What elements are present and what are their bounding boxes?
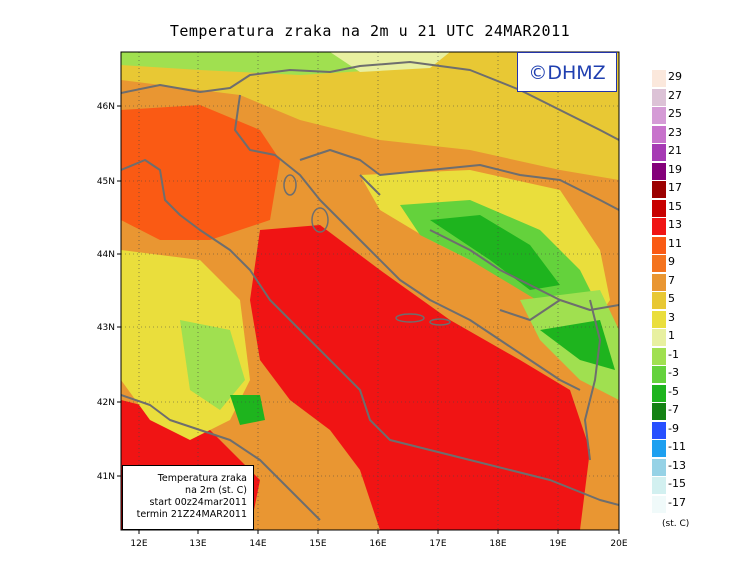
lat-label: 46N: [97, 102, 115, 112]
lon-label: 20E: [610, 539, 627, 549]
lon-label: 13E: [189, 539, 206, 549]
legend-swatch: [652, 440, 666, 457]
info-line: start 00z24mar2011: [149, 497, 247, 508]
info-line: Temperatura zraka: [157, 473, 247, 484]
legend-label: 3: [668, 310, 675, 324]
legend-label: -17: [668, 495, 686, 509]
legend-label: 9: [668, 255, 675, 268]
map-title: Temperatura zraka na 2m u 21 UTC 24MAR20…: [169, 22, 571, 40]
legend-label: -7: [668, 403, 679, 416]
legend-label: 19: [668, 162, 682, 176]
legend-swatch: [652, 125, 666, 143]
legend-label: -5: [668, 384, 679, 398]
legend-swatch: [652, 421, 666, 439]
legend-swatch: [652, 255, 666, 272]
lon-label: 14E: [249, 539, 266, 549]
info-line: na 2m (st. C): [185, 485, 247, 496]
legend-label: 13: [668, 218, 682, 231]
legend-label: 1: [668, 329, 675, 342]
legend-label: -9: [668, 421, 679, 435]
legend-label: -15: [668, 477, 686, 490]
legend-label: 17: [668, 181, 682, 194]
legend-label: 15: [668, 199, 682, 213]
legend-swatch: [652, 144, 666, 161]
legend-label: 5: [668, 292, 675, 305]
legend-swatch: [652, 236, 666, 254]
map-field: [121, 52, 619, 530]
legend-swatch: [652, 329, 666, 346]
legend-label: 23: [668, 125, 682, 139]
lon-label: 16E: [369, 539, 386, 549]
legend-swatch: [652, 292, 666, 309]
legend-swatch: [652, 199, 666, 217]
legend-swatch: [652, 495, 666, 513]
legend-swatch: [652, 107, 666, 124]
legend-swatch: [652, 310, 666, 328]
lat-label: 42N: [97, 398, 115, 408]
lon-label: 19E: [549, 539, 566, 549]
legend-swatch: [652, 477, 666, 494]
legend-label: 29: [668, 70, 682, 83]
legend-swatch: [652, 70, 666, 87]
lon-label: 18E: [489, 539, 506, 549]
dhmz-logo: ©DHMZ: [517, 52, 617, 92]
legend-swatch: [652, 162, 666, 180]
legend-swatch: [652, 218, 666, 235]
lon-label: 17E: [429, 539, 446, 549]
legend-swatch: [652, 181, 666, 198]
info-line: termin 21Z24MAR2011: [136, 509, 247, 520]
lon-label: 15E: [309, 539, 326, 549]
lat-label: 41N: [97, 472, 115, 482]
legend-label: 21: [668, 144, 682, 157]
legend-swatch: [652, 458, 666, 476]
legend-label: 25: [668, 107, 682, 120]
legend-swatch: [652, 88, 666, 106]
legend-label: -11: [668, 440, 686, 453]
lon-label: 12E: [130, 539, 147, 549]
map-frame: [120, 51, 620, 531]
legend-label: -3: [668, 366, 679, 379]
lat-label: 44N: [97, 250, 115, 260]
legend-swatch: [652, 384, 666, 402]
legend-swatch: [652, 273, 666, 291]
legend-label: 27: [668, 88, 682, 102]
info-box: Temperatura zraka na 2m (st. C) start 00…: [122, 465, 254, 530]
legend-unit: (st. C): [662, 519, 690, 529]
legend-swatch: [652, 347, 666, 365]
legend-label: -1: [668, 347, 679, 361]
legend-swatch: [652, 403, 666, 420]
lat-label: 45N: [97, 177, 115, 187]
legend-label: 7: [668, 273, 675, 287]
legend-swatch: [652, 366, 666, 383]
lat-label: 43N: [97, 323, 115, 333]
legend-label: 11: [668, 236, 682, 250]
legend-label: -13: [668, 458, 686, 472]
